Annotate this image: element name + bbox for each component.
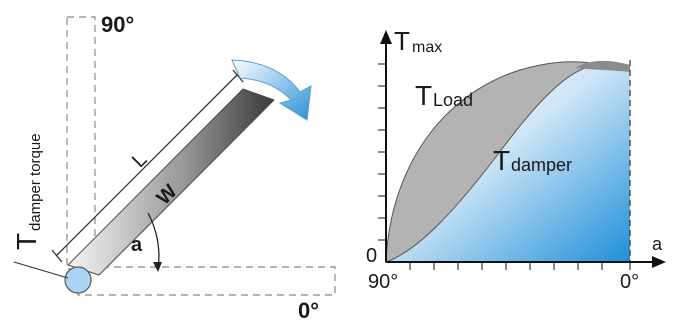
damper-torque-label-main: T — [493, 145, 510, 176]
damper-torque-label-sub: damper — [511, 155, 572, 175]
left-diagram: 90° 0° L W a T damper torque — [11, 12, 336, 322]
load-torque-label: T Load — [415, 80, 473, 111]
torque-chart: T max a 0 90° 0° T Load T damper — [366, 26, 666, 293]
x-end-label: 0° — [620, 271, 639, 293]
y-axis-title: T max — [394, 26, 442, 56]
y-axis-ticks — [378, 63, 386, 241]
load-torque-label-main: T — [415, 80, 432, 111]
origin-label: 0 — [366, 245, 377, 267]
torque-leader-line — [13, 261, 69, 279]
torque-label-main: T — [11, 233, 42, 250]
pivot-shaft — [64, 266, 92, 294]
load-torque-peak — [575, 60, 630, 72]
torque-label: T damper torque — [11, 133, 44, 250]
length-dimension — [51, 69, 244, 263]
damper-torque-label: T damper — [493, 145, 572, 176]
y-axis-title-main: T — [394, 26, 410, 56]
load-torque-label-sub: Load — [433, 90, 473, 110]
y-axis-title-sub: max — [412, 39, 442, 56]
x-axis-arrowhead — [652, 256, 666, 268]
x-axis-title: a — [652, 234, 663, 254]
angle-0-label: 0° — [298, 298, 319, 322]
damper-blade-body — [67, 88, 275, 276]
rotation-arrow — [231, 59, 312, 121]
angle-90-label: 90° — [101, 12, 134, 37]
y-axis-arrowhead — [380, 30, 392, 44]
length-label: L — [128, 149, 151, 172]
x-start-label: 90° — [368, 271, 398, 293]
horizontal-position-frame — [77, 266, 336, 296]
angle-label: a — [131, 234, 143, 256]
damper-torque-area — [386, 65, 630, 262]
angle-arrowhead — [153, 262, 162, 272]
torque-label-sub: damper torque — [27, 133, 44, 231]
x-axis-ticks — [409, 262, 631, 270]
